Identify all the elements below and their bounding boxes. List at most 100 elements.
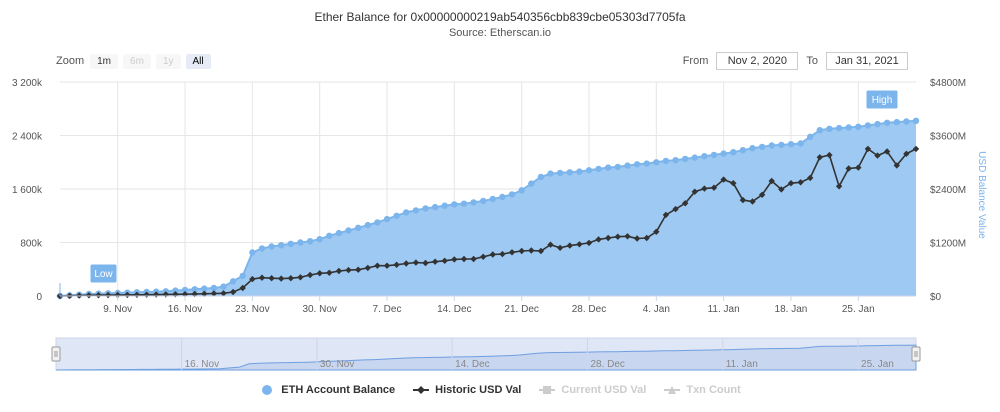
- usd-point: [393, 261, 400, 268]
- usd-point: [508, 249, 516, 256]
- usd-point: [220, 290, 227, 297]
- plot-area: [56, 117, 920, 300]
- usd-point: [210, 290, 218, 297]
- balance-point: [864, 122, 872, 129]
- usd-point: [229, 288, 237, 296]
- navigator-left-handle[interactable]: [51, 346, 61, 362]
- balance-point: [470, 199, 477, 206]
- usd-point: [547, 241, 554, 248]
- to-date-input[interactable]: Jan 31, 2021: [826, 52, 908, 70]
- zoom-1y-button[interactable]: 1y: [155, 53, 181, 69]
- legend-label: Historic USD Val: [435, 384, 522, 396]
- usd-point: [893, 162, 900, 169]
- balance-point: [220, 283, 227, 290]
- usd-point: [239, 284, 246, 292]
- navigator-tick-label: 25. Jan: [861, 359, 894, 370]
- square-line-icon: [539, 386, 556, 394]
- usd-point: [624, 233, 631, 240]
- legend-item-txn-count[interactable]: Txn Count: [664, 384, 741, 396]
- usd-point: [364, 264, 371, 272]
- usd-point: [720, 176, 727, 183]
- balance-point: [883, 119, 891, 127]
- balance-point: [720, 150, 727, 157]
- zoom-all-button[interactable]: All: [185, 53, 211, 69]
- balance-point: [739, 147, 747, 154]
- usd-point: [595, 236, 602, 243]
- usd-point: [778, 186, 785, 193]
- legend-item-current-usd[interactable]: Current USD Val: [539, 384, 646, 396]
- usd-point: [826, 151, 833, 159]
- legend-label: Txn Count: [686, 384, 741, 396]
- to-label: To: [806, 55, 818, 67]
- usd-point: [499, 250, 506, 258]
- balance-point: [874, 120, 881, 128]
- usd-point: [585, 239, 593, 247]
- balance-point: [480, 197, 487, 205]
- flags: Low High: [59, 89, 899, 296]
- date-range-selector: From Nov 2, 2020 To Jan 31, 2021: [683, 52, 916, 70]
- balance-point: [460, 200, 468, 207]
- x-tick-label: 25. Jan: [842, 304, 875, 315]
- zoom-1m-button[interactable]: 1m: [90, 53, 119, 69]
- legend-item-historic-usd[interactable]: Historic USD Val: [413, 384, 521, 396]
- usd-point: [268, 275, 275, 282]
- legend-item-eth-balance[interactable]: ETH Account Balance: [259, 384, 395, 396]
- usd-point: [912, 145, 920, 153]
- handle-body: [911, 346, 921, 362]
- usd-point: [730, 180, 737, 187]
- navigator-tick-label: 14. Dec: [455, 359, 489, 370]
- from-label: From: [682, 55, 709, 67]
- balance-point: [662, 157, 670, 165]
- usd-point: [566, 242, 573, 249]
- from-date-input[interactable]: Nov 2, 2020: [716, 52, 799, 70]
- balance-point: [210, 284, 218, 292]
- balance-point: [393, 212, 400, 219]
- x-tick-label: 23. Nov: [235, 304, 269, 315]
- x-tick-label: 11. Jan: [708, 304, 740, 315]
- x-tick-label: 9. Nov: [103, 304, 132, 315]
- balance-point: [316, 236, 323, 243]
- right-tick-label: $2400M: [930, 185, 966, 196]
- balance-point: [537, 173, 545, 181]
- usd-point: [201, 290, 208, 297]
- balance-point: [547, 170, 554, 177]
- usd-point: [807, 174, 814, 182]
- left-tick-label: 3 200k: [12, 78, 43, 89]
- zoom-label: Zoom: [56, 55, 85, 67]
- balance-point: [258, 245, 266, 252]
- balance-point: [345, 227, 352, 234]
- left-tick-label: 800k: [20, 239, 43, 250]
- navigator-tick-label: 28. Dec: [590, 359, 624, 370]
- balance-point: [797, 140, 804, 147]
- balance-point: [682, 155, 689, 163]
- left-tick-label: 0: [36, 292, 42, 303]
- legend-label: Current USD Val: [561, 384, 647, 396]
- balance-point: [326, 232, 333, 239]
- zoom-6m-button[interactable]: 6m: [123, 53, 151, 69]
- usd-point: [403, 260, 410, 267]
- usd-point: [374, 262, 381, 269]
- balance-point: [749, 145, 756, 152]
- balance-point: [422, 205, 429, 212]
- usd-point: [460, 255, 468, 263]
- balance-point: [768, 142, 775, 149]
- balance-point: [835, 124, 843, 132]
- usd-point: [85, 292, 93, 299]
- usd-point: [451, 256, 458, 263]
- usd-point: [758, 191, 766, 198]
- balance-point: [431, 203, 439, 211]
- balance-point: [614, 163, 621, 171]
- usd-point: [682, 200, 689, 207]
- navigator-right-handle[interactable]: [911, 346, 921, 362]
- usd-point: [249, 275, 256, 283]
- usd-point: [576, 241, 583, 248]
- usd-point: [816, 154, 823, 161]
- usd-point: [614, 233, 621, 240]
- navigator-tick-label: 16. Nov: [185, 359, 219, 370]
- usd-point: [528, 247, 535, 254]
- usd-point: [845, 165, 852, 172]
- balance-point: [374, 219, 381, 226]
- usd-point: [787, 180, 795, 187]
- axes: 0 800k 1 600k 2 400k 3 200k $0 $1200M $2400M $36…: [12, 78, 966, 315]
